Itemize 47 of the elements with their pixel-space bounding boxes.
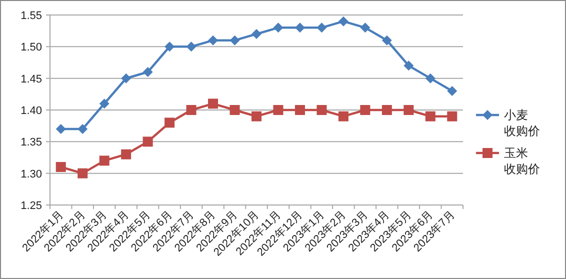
- point: [447, 111, 458, 122]
- legend-label: 小麦收购价: [504, 108, 540, 138]
- point: [78, 124, 88, 134]
- y-tick-label: 1.35: [20, 136, 42, 149]
- y-tick-label: 1.55: [20, 10, 42, 22]
- y-tick-label: 1.30: [20, 168, 42, 180]
- point: [404, 105, 414, 115]
- point: [230, 35, 240, 46]
- point: [121, 73, 132, 84]
- y-tick-label: 1.40: [20, 105, 42, 117]
- point: [294, 105, 305, 115]
- point: [78, 168, 88, 178]
- point: [404, 60, 414, 71]
- point: [316, 105, 327, 115]
- point: [338, 16, 348, 26]
- y-tick-label: 1.45: [20, 73, 42, 86]
- y-tick-label: 1.25: [20, 200, 42, 212]
- point: [360, 22, 370, 33]
- point: [208, 98, 218, 109]
- point: [142, 136, 153, 147]
- point: [425, 111, 436, 122]
- point: [230, 105, 240, 115]
- point: [360, 105, 370, 115]
- point: [273, 105, 284, 115]
- point: [294, 22, 305, 33]
- point: [252, 29, 262, 39]
- point: [121, 149, 132, 160]
- point: [142, 67, 153, 77]
- point: [382, 105, 392, 115]
- point: [316, 22, 327, 33]
- point: [252, 111, 262, 122]
- point: [425, 73, 436, 84]
- point: [164, 42, 175, 52]
- point: [338, 111, 348, 122]
- point: [186, 42, 196, 52]
- point: [99, 98, 110, 109]
- point: [56, 124, 66, 134]
- point: [186, 105, 196, 115]
- point: [56, 162, 66, 172]
- legend-label: 玉米收购价: [504, 146, 540, 176]
- point: [164, 118, 175, 128]
- point: [99, 156, 110, 166]
- y-tick-label: 1.50: [20, 42, 42, 54]
- point: [382, 35, 392, 46]
- point: [208, 35, 218, 46]
- point: [447, 86, 458, 96]
- point: [273, 22, 284, 33]
